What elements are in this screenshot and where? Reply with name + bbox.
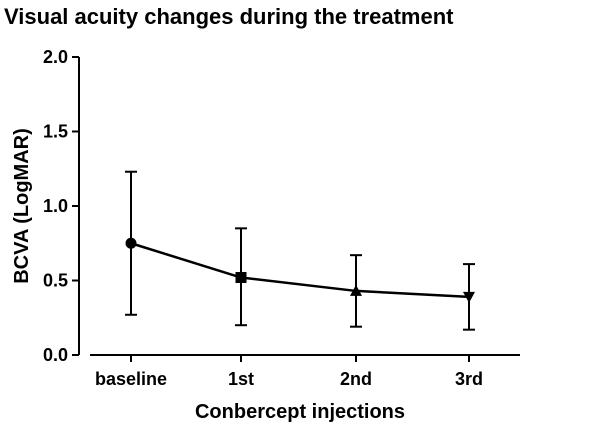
data-point [463, 291, 475, 303]
x-axis: baseline 1st 2nd 3rd [90, 354, 520, 389]
y-axis: 0.0 0.5 1.0 1.5 2.0 [43, 47, 80, 365]
y-tick-label: 2.0 [43, 47, 68, 67]
plot-area [125, 170, 475, 331]
x-tick-label: baseline [95, 369, 167, 389]
x-tick-label: 2nd [340, 369, 372, 389]
y-tick-label: 0.0 [43, 345, 68, 365]
y-tick-label: 1.0 [43, 196, 68, 216]
y-tick-label: 0.5 [43, 271, 68, 291]
data-point [350, 284, 362, 296]
y-tick-label: 1.5 [43, 122, 68, 142]
x-axis-label: Conbercept injections [195, 401, 405, 423]
x-tick-label: 1st [228, 369, 254, 389]
data-point [125, 237, 137, 249]
y-axis-label: BCVA (LogMAR) [11, 128, 33, 284]
series-line [130, 242, 470, 299]
data-point [235, 272, 247, 284]
chart-title: Visual acuity changes during the treatme… [4, 4, 454, 29]
x-tick-label: 3rd [455, 369, 483, 389]
